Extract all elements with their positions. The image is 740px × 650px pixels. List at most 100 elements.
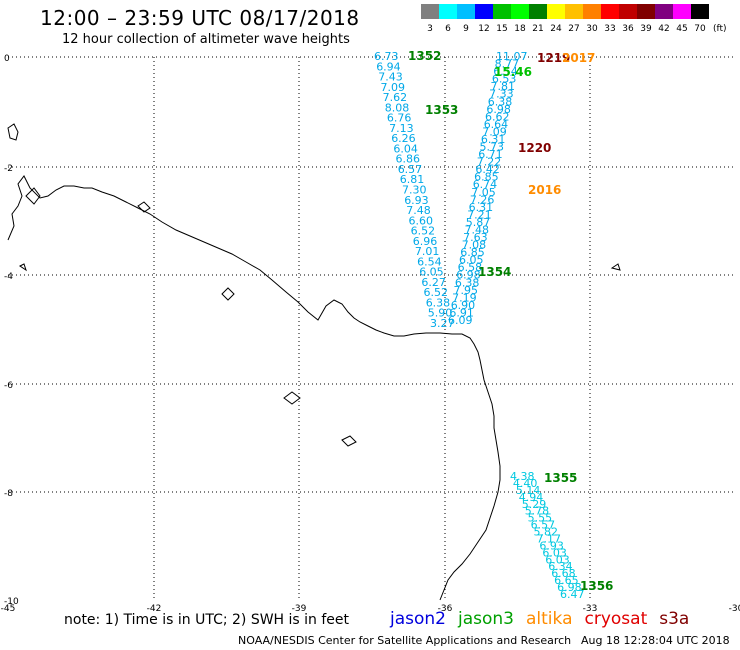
swh-value: 6.90 bbox=[451, 299, 476, 312]
swh-value: 6.54 bbox=[417, 255, 442, 268]
swh-value: 6.71 bbox=[478, 148, 503, 161]
swh-value: 6.09 bbox=[448, 314, 473, 327]
swh-value: 5.55 bbox=[528, 512, 553, 525]
swh-value: 7.48 bbox=[465, 224, 490, 237]
swh-value: 7.26 bbox=[470, 193, 495, 206]
swh-value: 6.26 bbox=[391, 132, 416, 145]
swh-value: 6.38 bbox=[488, 95, 513, 108]
swh-value: 6.04 bbox=[393, 142, 418, 155]
lat-tick-label: -8 bbox=[4, 489, 13, 499]
map-title: 12:00 – 23:59 UTC 08/17/2018 bbox=[40, 6, 360, 30]
legend-label: 45 bbox=[676, 24, 687, 34]
legend-label: 42 bbox=[658, 24, 669, 34]
footer-timestamp: Aug 18 12:28:04 UTC 2018 bbox=[581, 634, 730, 647]
swh-value: 6.98 bbox=[456, 269, 481, 282]
swh-value: 6.31 bbox=[481, 133, 506, 146]
track-time-label: 2016 bbox=[528, 183, 561, 197]
legend-label: 6 bbox=[445, 24, 451, 34]
track-time-label: 1355 bbox=[544, 471, 577, 485]
legend-label: 39 bbox=[640, 24, 652, 34]
lon-tick-label: -42 bbox=[147, 604, 162, 614]
lon-tick-label: -36 bbox=[438, 604, 453, 614]
legend-swatch-9 bbox=[457, 4, 475, 19]
satellite-s3a: s3a bbox=[659, 609, 690, 629]
footer-note: note: 1) Time is in UTC; 2) SWH is in fe… bbox=[64, 612, 350, 628]
swh-value: 5.14 bbox=[516, 484, 541, 497]
lat-tick-label: -6 bbox=[4, 381, 13, 391]
lon-tick-label: -45 bbox=[1, 604, 16, 614]
swh-value: 11.07 bbox=[496, 50, 528, 63]
swh-value: 6.76 bbox=[387, 112, 412, 125]
swh-value: 6.86 bbox=[396, 153, 421, 166]
swh-value: 7.62 bbox=[383, 91, 408, 104]
swh-value: 6.38 bbox=[455, 276, 480, 289]
legend-swatch-30 bbox=[583, 4, 601, 19]
swh-value: 3.27 bbox=[430, 317, 455, 330]
swh-value: 6.57 bbox=[398, 163, 423, 176]
satellite-legend: jason2 jason3 altika cryosat s3a bbox=[390, 609, 701, 629]
swh-value: 7.81 bbox=[491, 80, 516, 93]
swh-value: 6.94 bbox=[376, 60, 401, 73]
swh-value: 6.42 bbox=[475, 163, 500, 176]
legend-swatch-3 bbox=[421, 4, 439, 19]
legend-swatch-24 bbox=[547, 4, 565, 19]
satellite-jason3: jason3 bbox=[458, 609, 514, 629]
legend-label: 24 bbox=[550, 24, 562, 34]
swh-value: 6.54 bbox=[493, 65, 518, 78]
legend-label: 70 bbox=[694, 24, 706, 34]
swh-value: 6.53 bbox=[492, 73, 517, 86]
swh-value: 7.19 bbox=[452, 291, 477, 304]
legend-swatch-39 bbox=[637, 4, 655, 19]
swh-value: 7.17 bbox=[537, 533, 562, 546]
swh-value: 6.98 bbox=[557, 581, 582, 594]
track-time-label: 15.46 bbox=[494, 65, 532, 79]
legend-label: 15 bbox=[496, 24, 507, 34]
swh-value: 6.85 bbox=[474, 171, 499, 184]
island-1 bbox=[7, 123, 19, 141]
track-time-label: 1352 bbox=[408, 49, 441, 63]
swh-value: 5.29 bbox=[522, 498, 547, 511]
legend-swatch-42 bbox=[655, 4, 673, 19]
island-5 bbox=[283, 391, 301, 405]
swh-value: 7.48 bbox=[406, 204, 431, 217]
track-time-label: 2017 bbox=[562, 51, 595, 65]
island-3 bbox=[137, 201, 151, 213]
legend-swatch-70 bbox=[691, 4, 709, 19]
swh-value: 6.74 bbox=[473, 178, 498, 191]
swh-value: 6.93 bbox=[404, 194, 429, 207]
legend-swatch-21 bbox=[529, 4, 547, 19]
swh-value: 6.05 bbox=[419, 266, 444, 279]
swh-value: 7.33 bbox=[489, 88, 513, 101]
legend-label: 33 bbox=[604, 24, 615, 34]
swh-value: 7.01 bbox=[415, 245, 440, 258]
wave-height-legend: 3 6 9 12 15 18 21 24 27 30 33 36 39 42 45 70 (ft) bbox=[421, 4, 727, 34]
legend-unit: (ft) bbox=[713, 24, 727, 34]
legend-swatch-27 bbox=[565, 4, 583, 19]
lat-tick-label: -4 bbox=[4, 272, 13, 282]
swh-value: 6.57 bbox=[531, 519, 556, 532]
lat-tick-label: 0 bbox=[4, 54, 10, 64]
altimeter-tracks: 6.736.947.437.097.628.086.767.136.266.04… bbox=[374, 50, 585, 601]
swh-value: 6.73 bbox=[374, 50, 399, 63]
swh-value: 7.43 bbox=[378, 71, 403, 84]
track-time-labels: 1352 1353 1354 1355 1356 1219 1220 2016 2017 15.4… bbox=[408, 49, 613, 593]
legend-label: 12 bbox=[478, 24, 489, 34]
swh-value: 7.13 bbox=[389, 122, 414, 135]
lon-tick-label: -39 bbox=[292, 604, 307, 614]
swh-value: 8.77 bbox=[495, 58, 519, 71]
legend-swatch-6 bbox=[439, 4, 457, 19]
swh-value: 6.68 bbox=[551, 567, 576, 580]
lat-tick-label: -10 bbox=[4, 597, 19, 607]
legend-swatch-33 bbox=[601, 4, 619, 19]
swh-value: 4.40 bbox=[513, 477, 538, 490]
track-time-label: 1220 bbox=[518, 141, 551, 155]
satellite-jason2: jason2 bbox=[390, 609, 446, 629]
swh-value: 5.87 bbox=[466, 216, 491, 229]
swh-value: 6.52 bbox=[411, 225, 436, 238]
swh-value: 6.60 bbox=[409, 214, 434, 227]
legend-swatch-15 bbox=[493, 4, 511, 19]
swh-value: 4.94 bbox=[519, 491, 544, 504]
swh-value: 5.82 bbox=[534, 526, 559, 539]
swh-value: 6.65 bbox=[554, 574, 579, 587]
